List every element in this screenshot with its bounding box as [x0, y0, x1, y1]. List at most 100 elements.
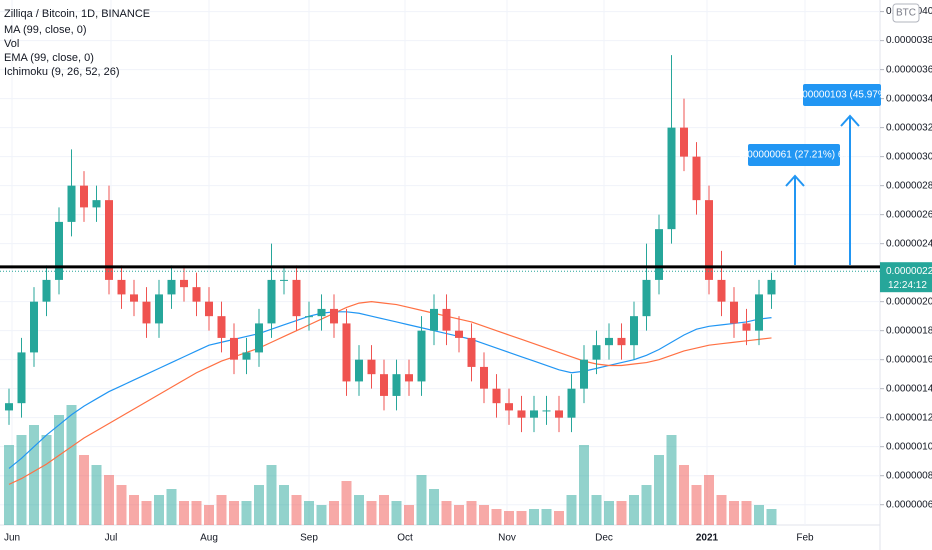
volume-bar: [241, 501, 252, 525]
volume-bar: [591, 495, 602, 525]
candle-body: [117, 279, 126, 295]
candle-body: [342, 323, 351, 382]
volume-bar: [541, 509, 552, 525]
volume-bar: [654, 455, 664, 525]
candle-body: [392, 374, 401, 396]
candle-body: [42, 279, 51, 302]
volume-bar: [141, 501, 152, 525]
candle-body: [617, 337, 626, 346]
volume-bar: [691, 485, 702, 525]
measure-arrows: [785, 114, 860, 265]
candle-body: [717, 279, 726, 302]
candle-body: [305, 316, 313, 318]
candle-body: [330, 308, 338, 324]
candle-body: [142, 301, 151, 324]
volume-bar: [529, 509, 539, 525]
volume-bar: [79, 455, 89, 525]
volume-bar: [404, 505, 414, 525]
candle-body: [430, 308, 438, 331]
candle-body: [767, 279, 776, 295]
volume-bar: [466, 501, 477, 525]
volume-bar: [291, 495, 302, 525]
candle-body: [380, 374, 388, 396]
volume-bar: [66, 405, 77, 525]
volume-bar: [329, 501, 339, 525]
candle-body: [580, 359, 588, 389]
volume-bar: [479, 505, 489, 525]
candle-body: [105, 200, 113, 280]
candle-body: [517, 410, 526, 418]
candle-body: [530, 410, 538, 418]
currency-badge[interactable]: [892, 3, 920, 23]
candle-body: [242, 352, 251, 360]
candle-body: [155, 294, 163, 324]
candle-body: [730, 301, 738, 324]
y-tick-label: 0.00000380: [886, 35, 932, 46]
legend-ema: EMA (99, close, 0): [4, 52, 94, 64]
candle-body: [67, 185, 76, 222]
candle-body: [267, 279, 276, 324]
volume-bar: [266, 465, 277, 525]
candle-body: [180, 279, 188, 288]
candle-body: [680, 127, 688, 157]
volume-bar: [4, 445, 14, 525]
x-tick-label: Sep: [300, 533, 318, 544]
annotation: 0.00000103 (45.97%): [794, 90, 890, 101]
volume-bar: [604, 501, 614, 525]
volume-bar: [391, 501, 402, 525]
candle-body: [417, 330, 426, 382]
volume-bar: [516, 511, 527, 525]
volume-bar: [129, 495, 139, 525]
volume-bar: [716, 495, 727, 525]
x-tick-label: 2021: [696, 533, 719, 544]
volume-bar: [766, 509, 777, 525]
x-tick-label: Jul: [105, 533, 118, 544]
legend-vol: Vol: [4, 38, 19, 50]
last-price-tag: [880, 262, 932, 293]
volume-bar: [416, 475, 427, 525]
volume-bar: [754, 505, 764, 525]
candle-body: [642, 279, 651, 317]
chart-title: Zilliqa / Bitcoin, 1D, BINANCE: [4, 8, 150, 20]
volume-bar: [279, 485, 289, 525]
candle-body: [592, 345, 601, 360]
volume-bar: [204, 505, 214, 525]
volume-bar: [379, 495, 389, 525]
candle-body: [542, 410, 551, 412]
candle-body: [630, 316, 638, 346]
candle-body: [555, 410, 563, 418]
volume-bar: [341, 481, 352, 525]
volume-bar: [429, 489, 439, 525]
candle-body: [80, 185, 88, 208]
candle-body: [367, 359, 376, 375]
candle-body: [705, 200, 713, 280]
candle-body: [317, 308, 326, 317]
candle-body: [567, 388, 576, 418]
volume-bar: [641, 485, 652, 525]
volume-bar: [229, 501, 239, 525]
volume-bar: [316, 505, 327, 525]
volume-bar: [216, 495, 227, 525]
candle-body: [742, 323, 751, 331]
volume-bar: [454, 505, 464, 525]
volume-bar: [91, 465, 102, 525]
candle-body: [205, 301, 213, 317]
candle-body: [17, 352, 26, 404]
volume-bar: [666, 435, 677, 525]
candle-body: [92, 200, 101, 208]
candle-body: [467, 337, 476, 367]
volume-bar: [579, 445, 589, 525]
volume-bar: [179, 501, 189, 525]
x-tick-label: Oct: [397, 533, 413, 544]
volume-bar: [741, 501, 752, 525]
volume-bar: [354, 495, 364, 525]
